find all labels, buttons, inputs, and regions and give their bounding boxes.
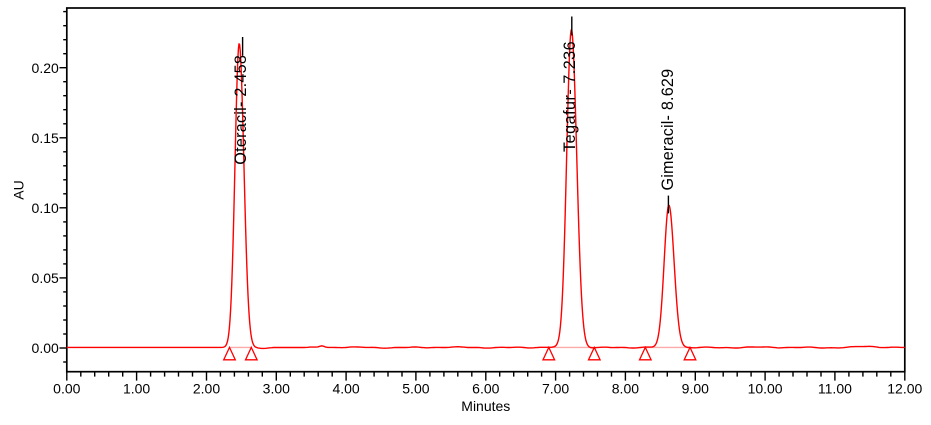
svg-text:AU: AU bbox=[10, 180, 26, 199]
svg-text:10.00: 10.00 bbox=[748, 380, 783, 396]
svg-text:Minutes: Minutes bbox=[461, 398, 510, 414]
svg-text:0.05: 0.05 bbox=[32, 270, 59, 286]
svg-text:9.00: 9.00 bbox=[682, 380, 709, 396]
svg-text:0.10: 0.10 bbox=[32, 200, 59, 216]
svg-text:11.00: 11.00 bbox=[818, 380, 852, 396]
svg-text:8.00: 8.00 bbox=[612, 380, 639, 396]
svg-text:Tegafur- 7.236: Tegafur- 7.236 bbox=[561, 41, 579, 152]
svg-text:3.00: 3.00 bbox=[263, 380, 290, 396]
svg-text:1.00: 1.00 bbox=[123, 380, 150, 396]
svg-text:12.00: 12.00 bbox=[887, 380, 922, 396]
svg-text:2.00: 2.00 bbox=[193, 380, 220, 396]
svg-text:Gimeracil- 8.629: Gimeracil- 8.629 bbox=[659, 69, 677, 191]
svg-text:0.20: 0.20 bbox=[32, 60, 59, 76]
svg-text:Oteracil- 2.458: Oteracil- 2.458 bbox=[232, 55, 250, 165]
svg-text:6.00: 6.00 bbox=[472, 380, 499, 396]
svg-text:0.00: 0.00 bbox=[53, 380, 80, 396]
svg-text:0.00: 0.00 bbox=[32, 340, 59, 356]
svg-text:0.15: 0.15 bbox=[32, 130, 59, 146]
svg-text:5.00: 5.00 bbox=[402, 380, 429, 396]
svg-text:4.00: 4.00 bbox=[332, 380, 359, 396]
svg-text:7.00: 7.00 bbox=[542, 380, 569, 396]
